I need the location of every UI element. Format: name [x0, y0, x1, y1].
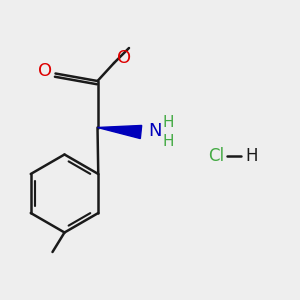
Text: H: H	[163, 116, 174, 130]
Text: H: H	[163, 134, 174, 148]
Text: Cl: Cl	[208, 147, 224, 165]
Text: O: O	[38, 62, 52, 80]
Text: H: H	[246, 147, 258, 165]
Text: N: N	[149, 122, 162, 140]
Text: O: O	[116, 50, 131, 68]
Polygon shape	[98, 125, 142, 139]
